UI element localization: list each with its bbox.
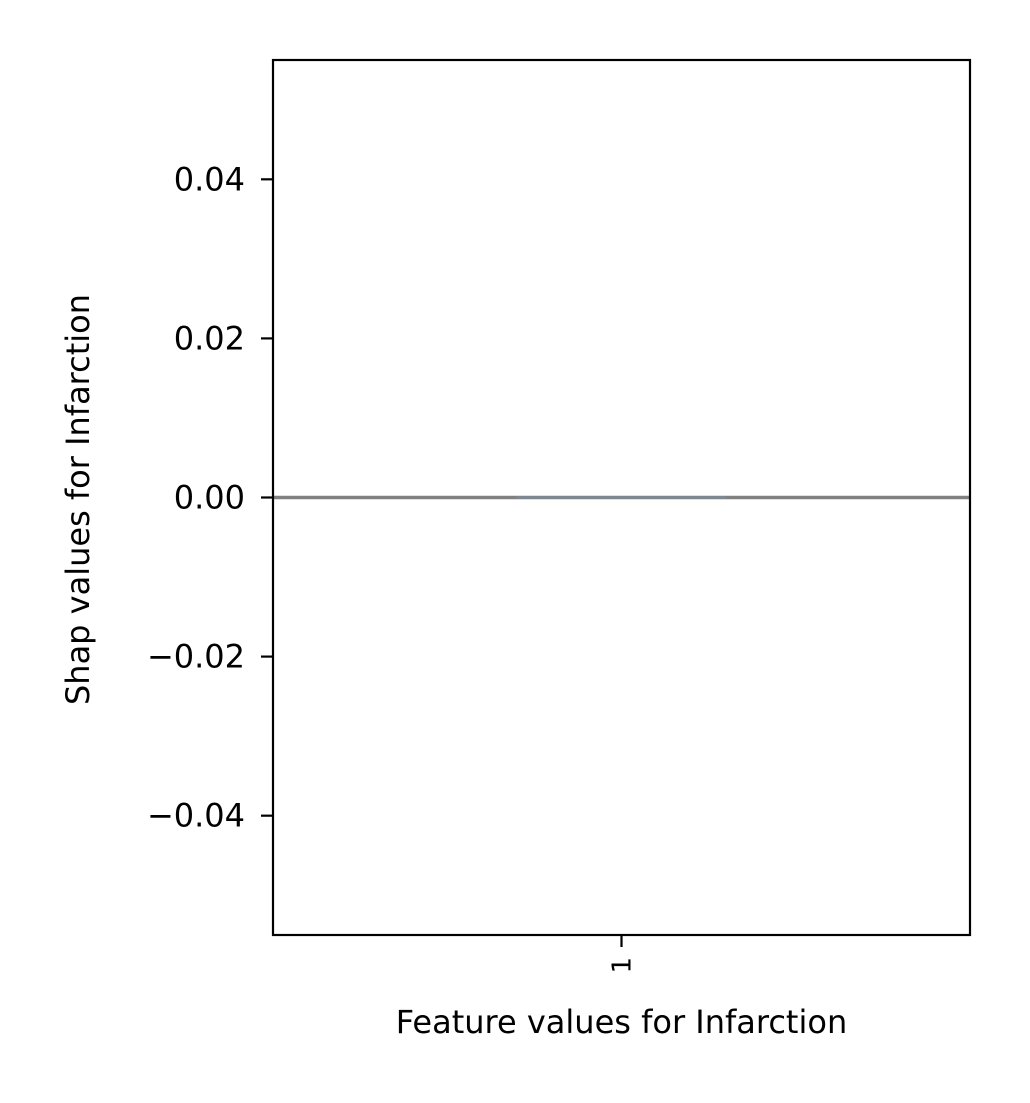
y-tick-label: 0.04 [174,160,245,198]
axes-frame [271,58,972,937]
y-axis-label: Shap values for Infarction [59,294,97,705]
y-tick-label: −0.02 [147,638,245,676]
y-tick-label: 0.00 [174,479,245,517]
y-axis-ticks: −0.04 −0.02 0.00 0.02 0.04 [147,160,273,835]
y-tick-label: −0.04 [147,797,245,835]
x-axis-label: Feature values for Infarction [396,1003,847,1041]
x-tick-label: 1 [608,957,638,974]
plot-area [273,495,970,500]
x-axis-ticks: 1 [608,935,638,974]
y-tick-label: 0.02 [174,319,245,357]
